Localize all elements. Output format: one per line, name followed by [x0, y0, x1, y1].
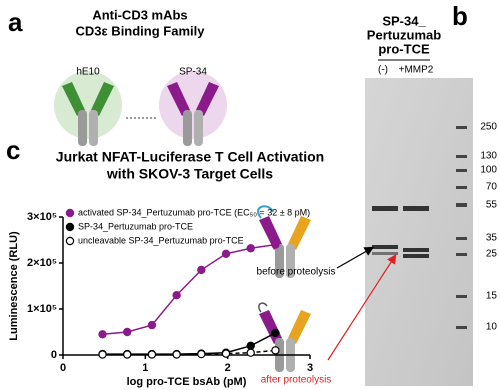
panel-label: b: [452, 1, 468, 31]
data-point: [172, 291, 181, 300]
legend-label: uncleavable SP-34_Pertuzumab pro-TCE: [78, 235, 244, 245]
legend-label: SP-34_Pertuzumab pro-TCE: [78, 221, 193, 231]
ladder-labels: 250 130 100 70 55 35 25 15 10: [480, 122, 497, 333]
ladder-label: 25: [486, 249, 498, 260]
chart: Jurkat NFAT-Luciferase T Cell Activation…: [8, 149, 324, 388]
ladder-bands: [456, 126, 467, 329]
legend-marker: [65, 222, 75, 232]
ladder-label: 130: [480, 151, 497, 162]
circle: [159, 71, 227, 139]
data-point: [271, 346, 280, 355]
panel-label: a: [8, 7, 23, 37]
antibody: [167, 82, 219, 146]
data-point: [98, 330, 107, 339]
data-point: [197, 349, 206, 359]
ladder-label: 100: [480, 165, 497, 176]
ladder-label: 250: [480, 122, 497, 133]
gel-title: pro-TCE: [378, 41, 430, 56]
y-tick-label: 2×10⁵: [27, 257, 57, 269]
arrow: [336, 246, 375, 269]
ladder-label: 55: [486, 200, 498, 211]
lane-label: (-): [378, 65, 388, 76]
y-axis-label: Luminescence (RLU): [8, 231, 20, 341]
data-point: [221, 349, 231, 358]
gel-bands: [372, 206, 429, 258]
legend-label: activated SP-34_Pertuzumab pro-TCE (EC₅₀…: [78, 207, 310, 217]
antibody: [62, 82, 114, 146]
data-point: [246, 341, 255, 350]
x-axis-label: log pro-TCE bsAb (pM): [127, 376, 247, 388]
x-tick-label: 0: [60, 362, 66, 374]
panel-subtitle: CD3ε Binding Family: [76, 23, 206, 38]
legend-marker: [65, 208, 75, 218]
data-point: [147, 320, 157, 330]
gel: [365, 78, 473, 386]
data-point: [246, 244, 255, 253]
annotation: after proteolysis: [261, 375, 332, 386]
fit-line: [102, 243, 276, 336]
data-point: [98, 350, 107, 359]
gel-title: Pertuzumab: [367, 27, 441, 42]
antibody-label: SP-34: [179, 67, 207, 78]
legend-marker: [65, 236, 75, 246]
data-point: [147, 350, 157, 359]
data-point: [197, 265, 206, 275]
data-point: [246, 348, 255, 357]
data-point: [271, 240, 280, 249]
y-tick-label: 3×10⁵: [27, 211, 57, 223]
circle: [54, 71, 122, 139]
data-point: [123, 350, 132, 359]
arrow: [327, 253, 397, 361]
chart-title: with SKOV-3 Target Cells: [106, 166, 273, 182]
lane-label: +MMP2: [399, 65, 434, 76]
data-point: [221, 249, 231, 258]
panel-title: Anti-CD3 mAbs: [92, 7, 187, 22]
x-tick-label: 1: [142, 362, 148, 374]
y-tick-label: 0: [51, 349, 57, 361]
data-point: [271, 328, 280, 338]
chart-title: Jurkat NFAT-Luciferase T Cell Activation: [56, 149, 324, 165]
ladder-label: 15: [486, 291, 498, 302]
ladder-label: 70: [486, 182, 498, 193]
antibody-label: hE10: [76, 67, 100, 78]
panel-label: c: [6, 135, 20, 165]
ladder-label: 10: [486, 322, 498, 333]
x-tick-label: 3: [307, 362, 313, 374]
data-point: [172, 350, 181, 359]
x-tick-label: 2: [225, 362, 231, 374]
data-point: [123, 327, 132, 337]
annotation: before proteolysis: [257, 267, 336, 278]
ladder-label: 35: [486, 233, 498, 244]
gel-title: SP-34_: [382, 13, 426, 28]
y-tick-label: 1×10⁵: [27, 303, 57, 315]
